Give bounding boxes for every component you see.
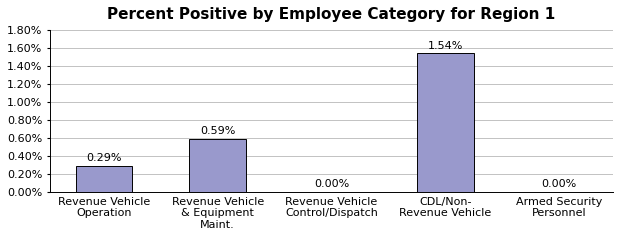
Bar: [76, 166, 133, 192]
Bar: [417, 54, 474, 192]
Title: Percent Positive by Employee Category for Region 1: Percent Positive by Employee Category fo…: [107, 7, 556, 22]
Text: 0.59%: 0.59%: [200, 126, 236, 136]
Text: 0.29%: 0.29%: [86, 153, 122, 163]
Bar: [189, 139, 246, 192]
Text: 0.00%: 0.00%: [314, 179, 349, 189]
Text: 0.00%: 0.00%: [541, 179, 577, 189]
Text: 1.54%: 1.54%: [428, 41, 463, 51]
